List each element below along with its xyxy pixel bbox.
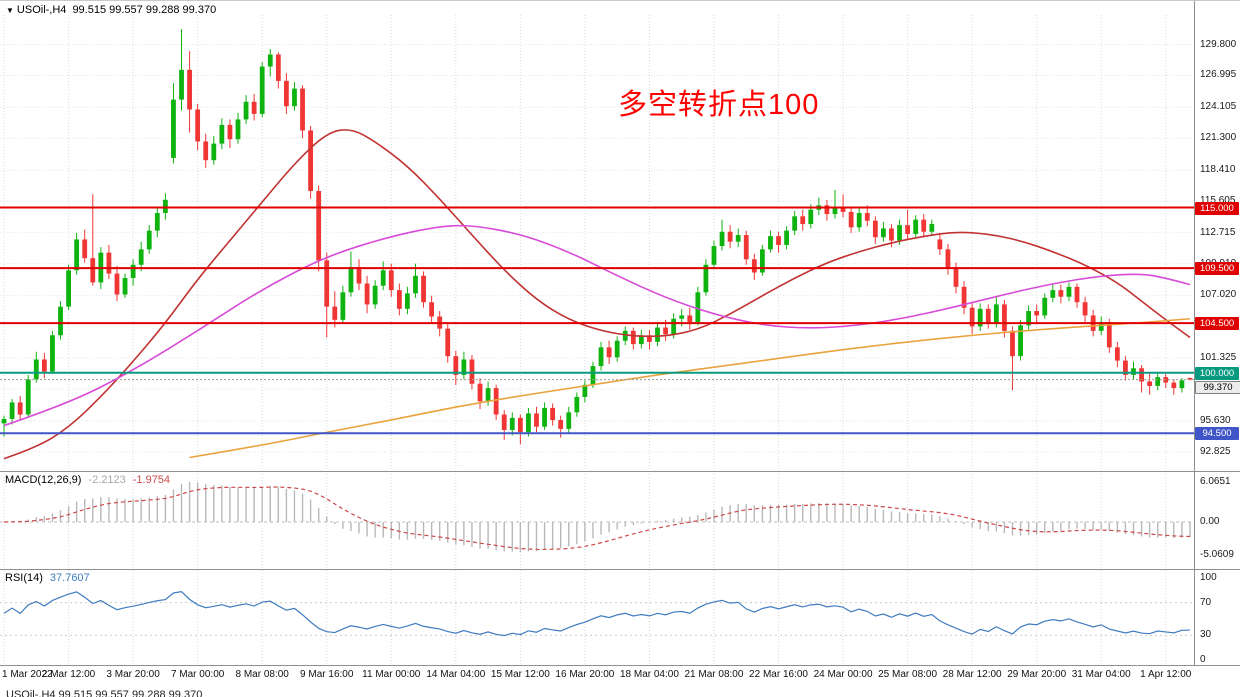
price-axis-label: 92.825	[1200, 445, 1231, 457]
chart-title: ▼ USOil-,H4 99.515 99.557 99.288 99.370	[6, 4, 216, 16]
macd-indicator-label: MACD(12,26,9) -2.2123 -1.9754	[5, 474, 170, 486]
price-axis-label: 115.605	[1200, 194, 1236, 206]
time-axis-label: 2 Mar 12:00	[41, 669, 96, 680]
rsi-indicator-label: RSI(14) 37.7607	[5, 572, 90, 584]
time-axis-label: 1 Mar 2022	[2, 669, 53, 680]
price-axis-label: 121.300	[1200, 132, 1237, 144]
price-tag: 104.500	[1195, 317, 1239, 331]
time-axis-separator	[0, 665, 1240, 666]
time-axis-label: 14 Mar 04:00	[426, 669, 486, 680]
ma-magenta	[3, 224, 1191, 427]
time-axis-label: 15 Mar 12:00	[490, 669, 550, 680]
price-axis-label: 112.715	[1200, 226, 1236, 238]
clipped-bottom-text: USOil-,H4 99.515 99.557 99.288 99.370	[6, 689, 203, 697]
price-tag: 94.500	[1195, 427, 1239, 441]
time-axis-label: 22 Mar 16:00	[749, 669, 808, 680]
rsi-axis-label: 0	[1200, 654, 1206, 665]
ma-orange	[189, 317, 1191, 459]
macd-signal-line	[4, 486, 1190, 551]
time-axis-label: 18 Mar 04:00	[619, 669, 679, 680]
macd-signal-value: -1.9754	[132, 474, 171, 486]
time-axis-label: 7 Mar 00:00	[170, 669, 225, 680]
panel-separator-macd[interactable]	[0, 471, 1240, 472]
time-axis-label: 24 Mar 00:00	[813, 669, 873, 680]
time-axis-label: 31 Mar 04:00	[1071, 669, 1131, 680]
panel-separator-rsi[interactable]	[0, 569, 1240, 570]
price-tag: 100.000	[1195, 366, 1239, 380]
time-axis-label: 21 Mar 08:00	[684, 669, 744, 680]
time-axis-label: 8 Mar 08:00	[235, 669, 289, 680]
macd-axis-label: 6.0651	[1200, 475, 1231, 487]
time-axis-label: 3 Mar 20:00	[106, 669, 160, 680]
price-axis[interactable]: 129.800 126.995 124.105 121.300 118.410 115.6…	[1195, 1, 1240, 665]
price-axis-label: 107.020	[1200, 289, 1237, 301]
time-axis-label: 9 Mar 16:00	[300, 669, 354, 680]
macd-axis-label: 0.00	[1200, 515, 1220, 527]
time-axis-label: 11 Mar 00:00	[362, 669, 421, 680]
ma-red	[3, 129, 1191, 460]
price-axis-label: 95.630	[1200, 414, 1231, 426]
time-axis[interactable]: 1 Mar 2022 2 Mar 12:00 3 Mar 20:00 7 Mar 00…	[0, 665, 1194, 685]
ohlc-values: 99.515 99.557 99.288 99.370	[72, 4, 217, 16]
price-axis-label: 101.325	[1200, 352, 1237, 364]
price-tag: 115.000	[1195, 201, 1239, 215]
price-axis-label: 124.105	[1200, 101, 1237, 113]
macd-main-value: -2.2123	[88, 474, 126, 486]
time-axis-label: 1 Apr 12:00	[1140, 669, 1192, 680]
current-price-tag: 99.370	[1195, 380, 1240, 394]
rsi-axis-label: 30	[1200, 629, 1212, 641]
rsi-line	[3, 591, 1190, 637]
price-tag: 109.500	[1195, 262, 1239, 276]
macd-axis-label: -5.0609	[1200, 549, 1234, 561]
price-axis-label: 118.410	[1200, 163, 1236, 175]
time-axis-label: 16 Mar 20:00	[555, 669, 615, 680]
price-axis-label: 126.995	[1200, 69, 1237, 81]
annotation-text[interactable]: 多空转折点100	[618, 89, 820, 121]
price-axis-label: 129.800	[1200, 38, 1237, 50]
time-axis-label: 29 Mar 20:00	[1007, 669, 1067, 680]
symbol-period-label: USOil-,H4	[16, 4, 67, 16]
macd-name: MACD(12,26,9)	[5, 474, 82, 486]
chart-canvas[interactable]	[0, 1, 1240, 665]
rsi-axis-label: 70	[1200, 596, 1212, 608]
rsi-axis-label: 100	[1200, 572, 1217, 583]
time-axis-label: 28 Mar 12:00	[942, 669, 1002, 680]
time-axis-label: 25 Mar 08:00	[878, 669, 938, 680]
axis-separator	[1194, 1, 1195, 665]
collapse-chevron-icon[interactable]: ▼	[6, 6, 14, 15]
rsi-name: RSI(14)	[5, 572, 43, 584]
rsi-value: 37.7607	[49, 572, 90, 584]
